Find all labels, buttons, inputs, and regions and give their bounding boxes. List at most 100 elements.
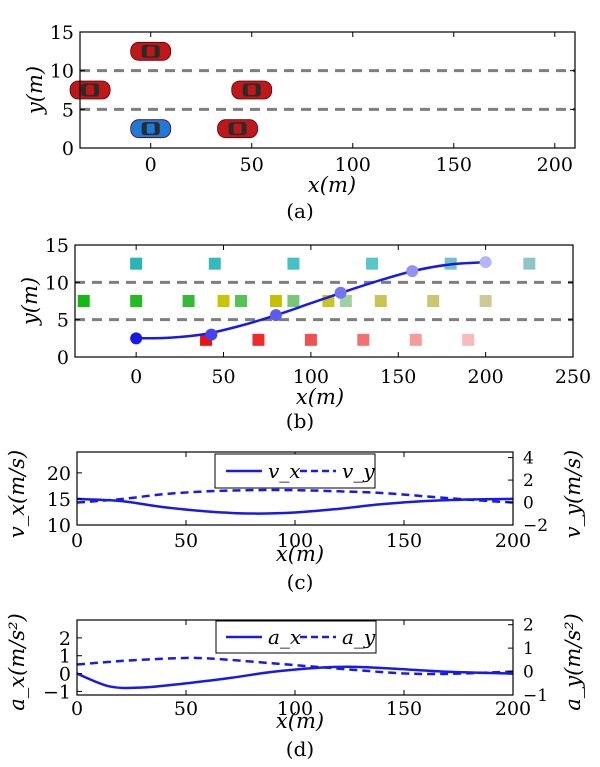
x-tick-label: 100 bbox=[335, 154, 371, 176]
y-tick-label: 10 bbox=[45, 272, 69, 294]
panel-d-xlabel: x(m) bbox=[276, 709, 324, 733]
x-tick-label: 50 bbox=[240, 154, 264, 176]
x-tick-label: 150 bbox=[386, 530, 422, 552]
panel-a-xlabel: x(m) bbox=[308, 173, 356, 197]
trajectory-waypoint bbox=[334, 286, 347, 299]
obstacle-square bbox=[523, 257, 536, 270]
x-tick-label: 100 bbox=[277, 698, 313, 720]
panel-d-caption: (d) bbox=[286, 737, 314, 761]
panel-c-ylabel: v_x(m/s) bbox=[5, 450, 29, 538]
y-tick-label: 2 bbox=[59, 628, 71, 650]
legend-label-ay: a_y bbox=[342, 625, 376, 649]
obstacle-square bbox=[479, 295, 492, 307]
obstacle-square bbox=[374, 295, 387, 307]
panel-c-axes-frame bbox=[76, 451, 514, 526]
panel-b: 0 50 100 150 200 250 0 5 10 15 x(m) y(m) (b) bbox=[18, 235, 591, 433]
panel-d-ylabel: a_x(m/s²) bbox=[5, 613, 29, 710]
y-tick-label: −1 bbox=[43, 681, 71, 703]
vehicle-roof bbox=[146, 46, 155, 57]
panel-b-axes-frame bbox=[74, 244, 574, 358]
obstacle-square bbox=[182, 295, 195, 307]
panel-c-legend: v_x v_y bbox=[214, 453, 376, 489]
y-tick-label: 15 bbox=[45, 235, 69, 257]
trajectory-waypoint bbox=[130, 332, 143, 345]
x-tick-label: 0 bbox=[71, 698, 83, 720]
x-tick-label: 100 bbox=[277, 530, 313, 552]
x-tick-label: 250 bbox=[555, 366, 591, 388]
obstacle-square bbox=[366, 257, 379, 270]
y2-tick-label: 1 bbox=[523, 639, 534, 659]
series-line-ax bbox=[76, 665, 514, 690]
series-line-ay bbox=[76, 656, 514, 676]
obstacle-square bbox=[357, 333, 370, 346]
y2-tick-label: 0 bbox=[523, 663, 534, 683]
other-vehicle bbox=[130, 41, 172, 61]
trajectory-waypoint bbox=[269, 309, 282, 322]
x-tick-label: 200 bbox=[495, 698, 531, 720]
x-tick-label: 200 bbox=[467, 366, 503, 388]
x-tick-label: 150 bbox=[380, 366, 416, 388]
x-tick-label: 100 bbox=[293, 366, 329, 388]
obstacle-square bbox=[208, 257, 221, 270]
vehicle-roof bbox=[146, 123, 155, 134]
panel-b-ylabel: y(m) bbox=[18, 277, 42, 326]
x-tick-label: 50 bbox=[174, 698, 198, 720]
panel-a-caption: (a) bbox=[286, 199, 314, 223]
vehicle-roof bbox=[86, 85, 95, 95]
ego-trajectory bbox=[136, 260, 486, 340]
obstacle-square bbox=[252, 333, 265, 346]
y-tick-label: 1 bbox=[59, 646, 71, 668]
x-tick-label: 0 bbox=[145, 154, 157, 176]
x-tick-label: 0 bbox=[130, 366, 142, 388]
panel-c-caption: (c) bbox=[287, 570, 314, 594]
obstacle-square bbox=[217, 295, 230, 307]
panel-d-axes-frame bbox=[76, 619, 514, 696]
trajectory-waypoint bbox=[406, 265, 419, 278]
obstacle-square bbox=[287, 257, 300, 270]
y-tick-label: 0 bbox=[62, 138, 74, 160]
panel-d-y2label: a_y(m/s²) bbox=[561, 613, 585, 710]
vehicle-roof bbox=[233, 123, 242, 134]
x-tick-label: 0 bbox=[71, 530, 83, 552]
panel-a-axes-frame bbox=[79, 31, 576, 149]
y-tick-label: 0 bbox=[59, 664, 71, 686]
panel-c-xlabel: x(m) bbox=[276, 542, 324, 566]
obstacle-square bbox=[130, 257, 143, 270]
obstacle-square bbox=[130, 295, 143, 307]
obstacle-square bbox=[409, 333, 422, 346]
y-tick-label: 15 bbox=[47, 489, 71, 511]
y2-tick-label: 0 bbox=[523, 494, 534, 514]
y-tick-label: 0 bbox=[57, 347, 69, 369]
obstacle-square bbox=[235, 295, 247, 307]
y-tick-label: 10 bbox=[47, 515, 71, 537]
legend-label-ax: a_x bbox=[268, 625, 301, 649]
y2-tick-label: −2 bbox=[523, 516, 548, 536]
y2-tick-label: 4 bbox=[523, 449, 534, 469]
obstacle-square bbox=[304, 333, 317, 346]
x-tick-label: 150 bbox=[386, 698, 422, 720]
y2-tick-label: −1 bbox=[523, 686, 548, 706]
obstacle-square bbox=[269, 295, 282, 307]
x-tick-label: 150 bbox=[436, 154, 472, 176]
y-tick-label: 20 bbox=[47, 463, 71, 485]
trajectory-waypoint bbox=[205, 328, 218, 341]
panel-c-y2label: v_y(m/s) bbox=[561, 450, 585, 538]
vehicle-roof bbox=[247, 85, 256, 95]
trajectory-waypoint bbox=[479, 256, 492, 269]
other-vehicle bbox=[69, 80, 111, 100]
panel-b-caption: (b) bbox=[286, 409, 314, 433]
panel-a-ylabel: y(m) bbox=[23, 66, 47, 115]
other-vehicle bbox=[231, 80, 273, 100]
obstacle-square bbox=[462, 333, 475, 346]
x-tick-label: 50 bbox=[174, 530, 198, 552]
legend-label-vx: v_x bbox=[268, 459, 301, 483]
series-line-vx bbox=[76, 497, 514, 515]
y-tick-label: 15 bbox=[50, 22, 74, 44]
x-tick-label: 200 bbox=[495, 530, 531, 552]
y-tick-label: 5 bbox=[57, 310, 69, 332]
legend-label-vy: v_y bbox=[342, 459, 375, 483]
panel-a: 0 50 100 150 200 0 5 10 15 x(m) y(m) (a) bbox=[23, 22, 576, 223]
